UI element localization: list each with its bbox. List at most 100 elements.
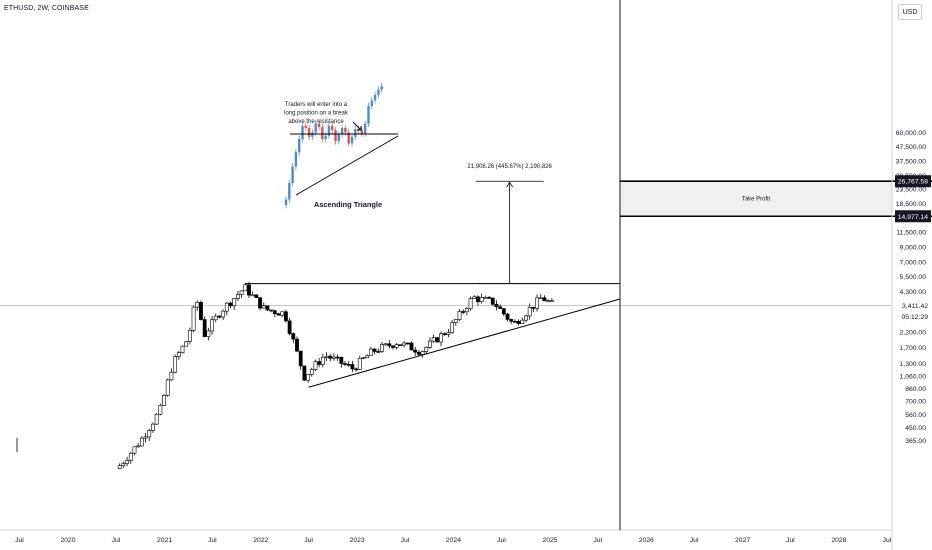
candle-up (147, 430, 152, 438)
candle-down (498, 306, 503, 309)
candle-up (527, 307, 532, 317)
candle-up (236, 294, 240, 299)
badge-last-price: 3,411.42 (902, 303, 928, 310)
candle-down (343, 363, 347, 365)
candle-up (125, 460, 129, 464)
measure-label: 21,908.26 (445.67%) 2,190,826 (467, 164, 552, 170)
inset-candle (284, 199, 288, 205)
candle-down (247, 284, 251, 296)
candle-up (176, 352, 181, 357)
inset-candle (350, 136, 354, 144)
inset-candle (344, 128, 347, 133)
time-tick-label: 2026 (639, 537, 654, 544)
inset-candle (324, 135, 327, 139)
inset-candle (317, 123, 321, 127)
inset-candle (298, 139, 301, 153)
inset-candle (373, 95, 377, 101)
candle-down (254, 294, 259, 298)
candle-down (509, 319, 514, 322)
candle-down (494, 303, 499, 308)
candle-down (295, 338, 299, 352)
inset-candle (331, 125, 334, 131)
candle-down (416, 351, 421, 355)
candle-up (136, 445, 141, 448)
badge-tp-lower: 14,977.14 (898, 214, 928, 221)
support-trendline (308, 298, 621, 388)
candle-up (206, 330, 211, 337)
candle-up (128, 452, 133, 461)
candle-up (173, 356, 178, 373)
candle-up (546, 300, 551, 302)
candle-down (202, 319, 207, 337)
price-tick-label: 4,300.00 (900, 289, 927, 296)
inset-candle (377, 89, 380, 95)
inset-caption-line: long position on a break (284, 111, 349, 117)
time-tick-label: Jul (304, 537, 313, 544)
candle-up (357, 358, 362, 370)
candle-up (538, 297, 543, 300)
take-profit-label: Take Profit (742, 197, 771, 203)
price-tick-label: 18,500.00 (896, 201, 926, 208)
candle-up (420, 351, 425, 355)
candle-up (479, 297, 484, 303)
price-tick-label: 11,500.00 (896, 230, 926, 237)
candle-down (317, 361, 322, 365)
candle-up (306, 374, 310, 381)
candle-down (505, 313, 510, 320)
time-tick-label: Jul (401, 537, 410, 544)
candle-down (272, 310, 277, 314)
time-tick-label: Jul (593, 537, 602, 544)
time-tick-label: 2021 (157, 537, 172, 544)
price-tick-label: 47,500.00 (896, 144, 926, 151)
candle-up (402, 342, 407, 346)
candle-up (457, 311, 462, 320)
inset-candle (294, 152, 298, 167)
candle-up (483, 297, 488, 299)
price-tick-label: 860.00 (905, 386, 926, 393)
candle-down (376, 351, 381, 353)
candle-down (398, 344, 403, 346)
candle-up (184, 341, 189, 347)
candles-layer (16, 281, 554, 470)
candle-down (269, 309, 274, 312)
badge-last-price-bg (895, 299, 931, 312)
candle-up (368, 348, 373, 357)
price-tick-label: 37,500.00 (896, 158, 926, 165)
candle-up (394, 344, 399, 348)
inset-candle (304, 125, 307, 128)
inset-candle (307, 128, 311, 137)
candle-down (287, 320, 292, 334)
candle-up (250, 294, 255, 297)
price-tick-label: 1,700.00 (900, 345, 927, 352)
candle-up (361, 357, 366, 359)
inset-pattern-layer: Traders will enter into a long position o… (284, 82, 399, 209)
inset-candle (311, 132, 314, 137)
inset-candle (360, 130, 364, 134)
badge-tp-lower-bg (895, 210, 931, 223)
candle-down (217, 315, 222, 318)
candle-down (291, 333, 296, 340)
inset-pointer-arrow (352, 121, 362, 131)
candle-down (435, 337, 440, 343)
candle-up (224, 302, 229, 312)
time-tick-label: Jul (112, 537, 121, 544)
candle-up (221, 310, 226, 318)
candle-up (165, 379, 170, 396)
candle-down (391, 345, 395, 348)
candle-up (524, 315, 528, 321)
price-tick-label: 365.00 (905, 438, 926, 445)
currency-selector[interactable]: USD (898, 4, 922, 20)
inset-candle (347, 132, 350, 144)
badges-layer: 26,767.58 14,977.14 3,411.42 05:12:29 (895, 175, 931, 323)
candle-up (243, 284, 248, 292)
price-tick-label: 700.00 (905, 399, 926, 406)
time-tick-label: Jul (497, 537, 506, 544)
badge-countdown-bg (895, 310, 931, 323)
drawing-layer: 21,908.26 (445.67%) 2,190,826 Take Profit (0, 164, 932, 388)
candle-up (158, 405, 163, 415)
candle-up (151, 423, 155, 431)
inset-candle (354, 129, 357, 137)
